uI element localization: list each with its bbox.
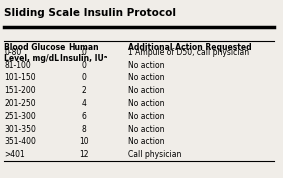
Text: 151-200: 151-200 bbox=[4, 86, 36, 95]
Text: No action: No action bbox=[128, 73, 164, 82]
Text: 251-300: 251-300 bbox=[4, 112, 36, 121]
Text: 2: 2 bbox=[82, 86, 86, 95]
Text: No action: No action bbox=[128, 125, 164, 134]
Text: 8: 8 bbox=[82, 125, 86, 134]
Text: Blood Glucose
Level, mg/dL: Blood Glucose Level, mg/dL bbox=[4, 43, 65, 63]
Text: 0: 0 bbox=[82, 48, 86, 57]
Text: 0: 0 bbox=[82, 61, 86, 70]
Text: 351-400: 351-400 bbox=[4, 137, 36, 146]
Text: 10: 10 bbox=[79, 137, 89, 146]
Text: >401: >401 bbox=[4, 150, 25, 159]
Text: 0-80: 0-80 bbox=[4, 48, 22, 57]
Text: 301-350: 301-350 bbox=[4, 125, 36, 134]
Text: No action: No action bbox=[128, 112, 164, 121]
Text: No action: No action bbox=[128, 86, 164, 95]
Text: Human
Insulin, IUᵃ: Human Insulin, IUᵃ bbox=[60, 43, 108, 63]
Text: Sliding Scale Insulin Protocol: Sliding Scale Insulin Protocol bbox=[4, 8, 176, 18]
Text: 101-150: 101-150 bbox=[4, 73, 36, 82]
Text: 4: 4 bbox=[82, 99, 86, 108]
Text: 6: 6 bbox=[82, 112, 86, 121]
Text: Call physician: Call physician bbox=[128, 150, 181, 159]
Text: 0: 0 bbox=[82, 73, 86, 82]
Text: 1 Ampule of D50, call physician: 1 Ampule of D50, call physician bbox=[128, 48, 249, 57]
Text: No action: No action bbox=[128, 99, 164, 108]
Text: 12: 12 bbox=[79, 150, 89, 159]
Text: No action: No action bbox=[128, 61, 164, 70]
Text: 81-100: 81-100 bbox=[4, 61, 31, 70]
Text: 201-250: 201-250 bbox=[4, 99, 36, 108]
Text: Additional Action Requested: Additional Action Requested bbox=[128, 43, 252, 52]
Text: No action: No action bbox=[128, 137, 164, 146]
